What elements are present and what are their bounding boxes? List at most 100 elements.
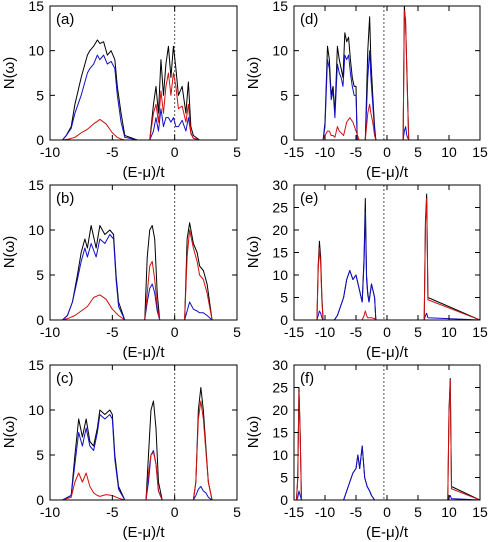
panel-d: -15 -10 -5 0 5 10 15 0 5 10 15 (d) (E-μ)/t N(ω) bbox=[245, 0, 488, 181]
x-tick-label: 5 bbox=[233, 324, 241, 340]
x-tick-label: 5 bbox=[414, 504, 422, 520]
panel-label: (c) bbox=[56, 370, 74, 387]
x-axis-label: (E-μ)/t bbox=[123, 524, 166, 541]
y-tick-label: 15 bbox=[272, 425, 288, 441]
y-axis-label: N(ω) bbox=[245, 57, 262, 90]
dos-curve-red bbox=[294, 198, 480, 320]
y-tick-label: 5 bbox=[36, 87, 44, 103]
ticks bbox=[293, 184, 481, 321]
y-axis-label: N(ω) bbox=[245, 416, 262, 449]
x-tick-label: 0 bbox=[383, 504, 391, 520]
dos-curve-total bbox=[294, 6, 480, 140]
y-tick-label: 25 bbox=[272, 200, 288, 216]
y-tick-label: 25 bbox=[272, 380, 288, 396]
dos-curve-blue bbox=[294, 211, 480, 320]
y-axis-label: N(ω) bbox=[245, 236, 262, 269]
plot-frame bbox=[293, 5, 481, 141]
x-tick-label: 0 bbox=[383, 144, 391, 160]
y-axis-label: N(ω) bbox=[1, 57, 18, 90]
panel-b: -10 -5 0 5 0 5 10 15 (b) (E-μ)/t N(ω) bbox=[1, 177, 241, 361]
curves bbox=[294, 6, 480, 140]
ticks bbox=[49, 184, 238, 321]
panel-label: (a) bbox=[56, 11, 74, 28]
x-axis-label: (E-μ)/t bbox=[366, 344, 409, 361]
dos-curve-red bbox=[50, 400, 237, 500]
x-tick-label: 10 bbox=[441, 504, 457, 520]
curves bbox=[50, 222, 237, 320]
ticks bbox=[49, 364, 238, 501]
x-tick-label: 5 bbox=[414, 144, 422, 160]
x-tick-label: -5 bbox=[350, 504, 363, 520]
dos-curve-red bbox=[294, 9, 480, 140]
y-tick-label: 10 bbox=[28, 43, 44, 59]
panel-c: -10 -5 0 5 0 5 10 15 (c) (E-μ)/t N(ω) bbox=[1, 357, 241, 541]
dos-curve-blue bbox=[50, 234, 237, 320]
plot-frame bbox=[49, 184, 238, 321]
panel-a: -10 -5 0 5 0 5 10 15 (a) (E-μ)/t N(ω) bbox=[1, 0, 241, 181]
y-tick-label: 10 bbox=[272, 43, 288, 59]
y-tick-label: 5 bbox=[280, 290, 288, 306]
tick-labels: -15 -10 -5 0 5 10 15 0 5 10 15 bbox=[272, 0, 488, 160]
tick-labels: -10 -5 0 5 0 5 10 15 bbox=[28, 357, 241, 520]
y-tick-label: 0 bbox=[36, 312, 44, 328]
x-tick-label: 0 bbox=[383, 324, 391, 340]
x-tick-label: 15 bbox=[472, 324, 488, 340]
x-tick-label: -10 bbox=[315, 504, 335, 520]
curves bbox=[294, 378, 480, 500]
y-tick-label: 5 bbox=[36, 447, 44, 463]
x-axis-label: (E-μ)/t bbox=[366, 164, 409, 181]
y-tick-label: 15 bbox=[272, 245, 288, 261]
x-tick-label: -15 bbox=[284, 144, 304, 160]
dos-curve-blue bbox=[294, 50, 480, 140]
plot-frame bbox=[293, 364, 481, 501]
y-tick-label: 15 bbox=[28, 0, 44, 14]
y-tick-label: 0 bbox=[36, 132, 44, 148]
x-tick-label: 5 bbox=[233, 504, 241, 520]
y-axis-label: N(ω) bbox=[1, 236, 18, 269]
curves bbox=[294, 193, 480, 320]
y-tick-label: 0 bbox=[280, 312, 288, 328]
x-tick-label: -15 bbox=[284, 504, 304, 520]
x-tick-label: -15 bbox=[284, 324, 304, 340]
x-tick-label: -5 bbox=[106, 324, 119, 340]
curves bbox=[50, 39, 237, 140]
tick-labels: -15 -10 -5 0 5 10 15 0 5 10 15 20 25 30 bbox=[272, 357, 488, 520]
x-tick-label: 0 bbox=[171, 144, 179, 160]
x-tick-label: -5 bbox=[350, 324, 363, 340]
ticks bbox=[293, 364, 481, 501]
x-tick-label: -5 bbox=[106, 144, 119, 160]
dos-curve-red bbox=[294, 380, 480, 500]
y-tick-label: 5 bbox=[280, 470, 288, 486]
y-tick-label: 10 bbox=[28, 402, 44, 418]
plot-frame bbox=[49, 364, 238, 501]
tick-labels: -10 -5 0 5 0 5 10 15 bbox=[28, 177, 241, 340]
panel-label: (e) bbox=[300, 190, 318, 207]
tick-labels: -10 -5 0 5 0 5 10 15 bbox=[28, 0, 241, 160]
dos-curve-total bbox=[50, 39, 237, 140]
dos-curve-blue bbox=[50, 414, 237, 500]
x-tick-label: 5 bbox=[233, 144, 241, 160]
panel-label: (f) bbox=[300, 370, 314, 387]
y-tick-label: 5 bbox=[280, 87, 288, 103]
x-tick-label: 5 bbox=[414, 324, 422, 340]
panel-label: (b) bbox=[56, 190, 74, 207]
ticks bbox=[49, 5, 238, 141]
y-tick-label: 15 bbox=[28, 177, 44, 193]
y-tick-label: 10 bbox=[272, 447, 288, 463]
x-axis-label: (E-μ)/t bbox=[366, 524, 409, 541]
x-tick-label: 0 bbox=[171, 324, 179, 340]
tick-labels: -15 -10 -5 0 5 10 15 0 5 10 15 20 25 30 bbox=[272, 177, 488, 340]
plot-frame bbox=[49, 5, 238, 141]
ticks bbox=[293, 5, 481, 141]
panel-label: (d) bbox=[300, 11, 318, 28]
x-tick-label: -10 bbox=[315, 144, 335, 160]
y-tick-label: 10 bbox=[28, 222, 44, 238]
dos-curve-blue bbox=[50, 54, 237, 140]
dos-curve-total bbox=[294, 378, 480, 500]
curves bbox=[50, 387, 237, 500]
y-tick-label: 0 bbox=[280, 132, 288, 148]
dos-curve-blue bbox=[294, 445, 480, 500]
x-tick-label: -10 bbox=[40, 504, 60, 520]
panel-f: -15 -10 -5 0 5 10 15 0 5 10 15 20 25 30 (f) (E-μ)/t N… bbox=[245, 357, 488, 541]
y-tick-label: 15 bbox=[28, 357, 44, 373]
